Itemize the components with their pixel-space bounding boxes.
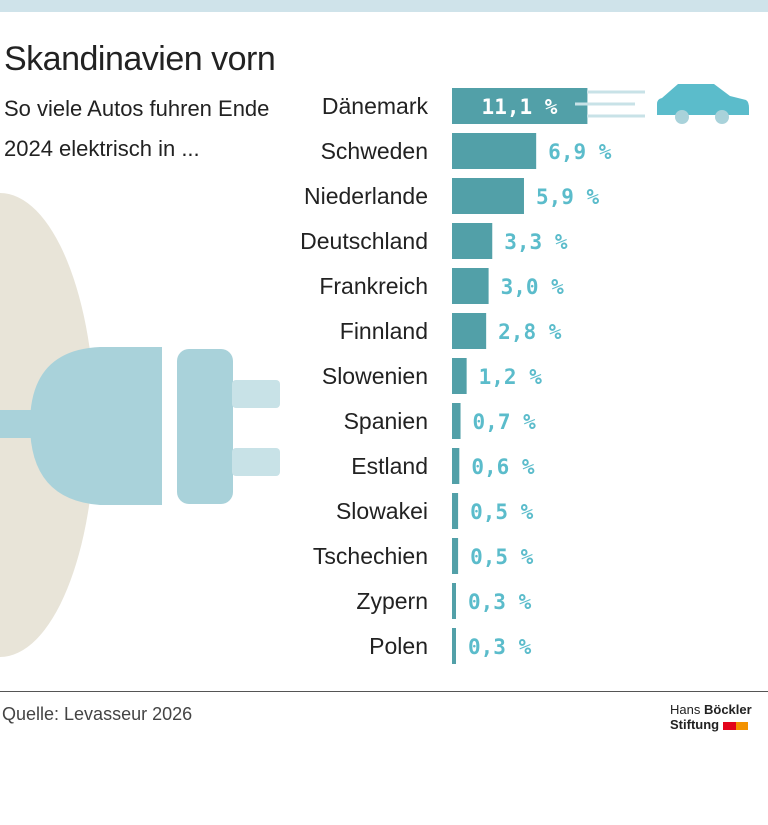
- value-label: 0,3 %: [468, 590, 532, 614]
- value-label: 0,3 %: [468, 635, 532, 659]
- value-label: 2,8 %: [498, 320, 562, 344]
- category-label: Spanien: [344, 408, 428, 434]
- bar: [452, 88, 588, 124]
- top-bar: [0, 0, 768, 12]
- value-label: 0,5 %: [470, 545, 534, 569]
- logo-flag-red: [722, 721, 736, 730]
- category-label: Estland: [351, 453, 428, 479]
- chart-subtitle: So viele Autos fuhren Ende 2024 elektris…: [4, 96, 270, 161]
- value-label: 3,3 %: [504, 230, 568, 254]
- category-label: Tschechien: [313, 543, 428, 569]
- logo: Hans Böckler Stiftung: [670, 702, 752, 732]
- chart-title: Skandinavien vorn: [4, 40, 276, 78]
- category-label: Slowenien: [322, 363, 428, 389]
- value-label: 11,1 %: [482, 95, 558, 119]
- bar: [452, 493, 459, 529]
- value-label: 1,2 %: [479, 365, 543, 389]
- source-note: Quelle: Levasseur 2026: [2, 704, 193, 724]
- category-label: Polen: [369, 633, 428, 659]
- bar: [452, 223, 493, 259]
- bar: [452, 358, 467, 394]
- background-illustration: [0, 193, 280, 657]
- bar: [452, 178, 524, 214]
- category-label: Zypern: [356, 588, 428, 614]
- logo-flag-orange: [735, 721, 748, 730]
- value-label: 0,5 %: [470, 500, 534, 524]
- bar: [452, 583, 456, 619]
- bar: [452, 628, 456, 664]
- logo-hans: Hans: [670, 702, 701, 717]
- value-label: 0,7 %: [473, 410, 537, 434]
- logo-stiftung: Stiftung: [670, 717, 720, 732]
- bar: [452, 133, 537, 169]
- car-icon: [575, 84, 749, 124]
- value-label: 3,0 %: [501, 275, 565, 299]
- category-label: Deutschland: [300, 228, 428, 254]
- category-label: Schweden: [321, 138, 428, 164]
- divider: [0, 691, 768, 692]
- category-label: Frankreich: [319, 273, 428, 299]
- bar: [452, 538, 459, 574]
- bar: [452, 403, 461, 439]
- category-label: Finnland: [340, 318, 428, 344]
- category-label: Dänemark: [322, 93, 429, 119]
- plug-icon: [0, 347, 280, 505]
- logo-boeckler: Böckler: [703, 702, 752, 717]
- value-label: 0,6 %: [471, 455, 535, 479]
- bar: [452, 313, 487, 349]
- category-label: Niederlande: [304, 183, 428, 209]
- bar: [452, 268, 489, 304]
- bar: [452, 448, 460, 484]
- category-label: Slowakei: [336, 498, 428, 524]
- value-label: 6,9 %: [548, 140, 612, 164]
- value-label: 5,9 %: [536, 185, 600, 209]
